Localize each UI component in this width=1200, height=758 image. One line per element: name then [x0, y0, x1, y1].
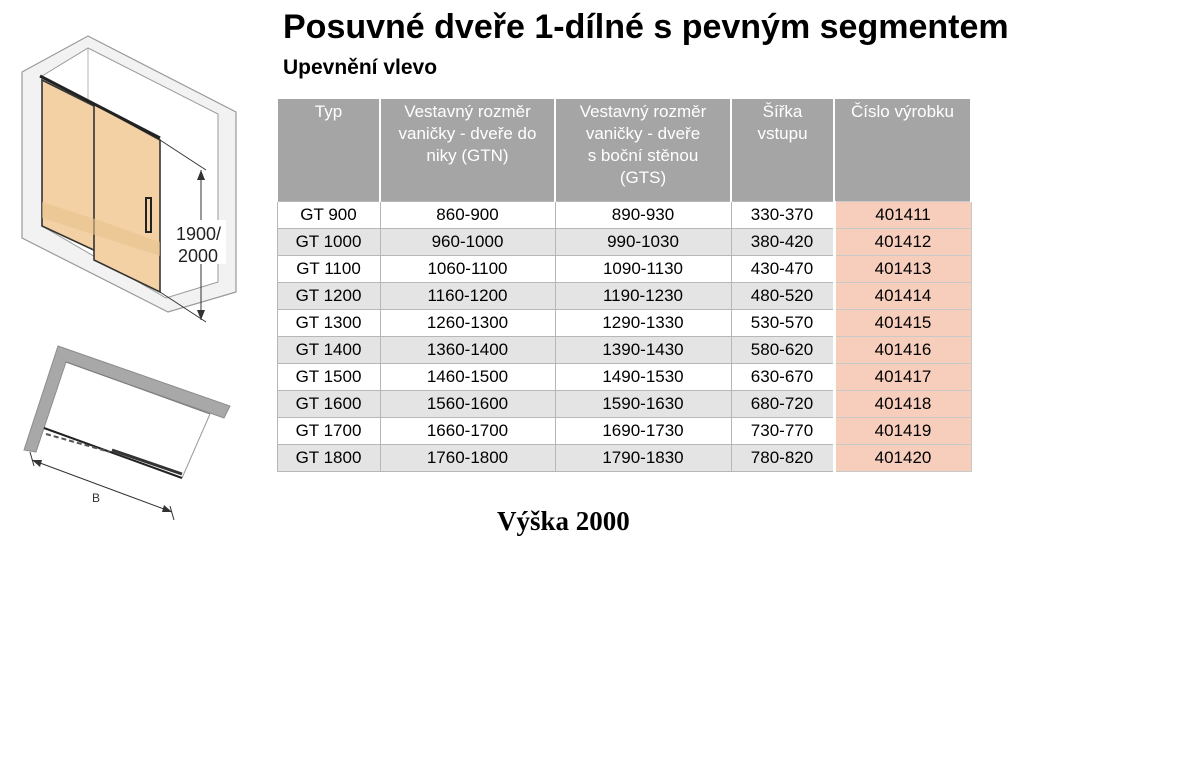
cell-typ: GT 1600	[276, 389, 381, 418]
cell-sirka: 480-520	[730, 281, 835, 310]
cell-sirka: 680-720	[730, 389, 835, 418]
cell-gtn: 860-900	[379, 200, 556, 229]
cell-gts: 1590-1630	[554, 389, 732, 418]
cell-gts: 1190-1230	[554, 281, 732, 310]
cell-typ: GT 1800	[276, 443, 381, 472]
cell-cislo: 401414	[832, 281, 972, 310]
cell-sirka: 780-820	[730, 443, 835, 472]
header-sirka: Šířka vstupu	[730, 99, 835, 201]
header-gtn: Vestavný rozměr vaničky - dveře do niky …	[379, 99, 556, 201]
table-row: GT 1000 960-1000 990-1030 380-420 401412	[276, 227, 972, 256]
cell-gts: 1090-1130	[554, 254, 732, 283]
header-typ: Typ	[276, 99, 381, 201]
cell-typ: GT 900	[276, 200, 381, 229]
cell-gts: 1290-1330	[554, 308, 732, 337]
cell-gtn: 1660-1700	[379, 416, 556, 445]
cell-cislo: 401412	[832, 227, 972, 256]
height-dimension-line1: 1900/	[176, 224, 221, 244]
cell-sirka: 580-620	[730, 335, 835, 364]
cell-gtn: 960-1000	[379, 227, 556, 256]
header-gts: Vestavný rozměr vaničky - dveře s boční …	[554, 99, 732, 201]
cell-cislo: 401413	[832, 254, 972, 283]
table-row: GT 1100 1060-1100 1090-1130 430-470 4014…	[276, 254, 972, 283]
cell-cislo: 401420	[832, 443, 972, 472]
cell-cislo: 401419	[832, 416, 972, 445]
table-row: GT 1400 1360-1400 1390-1430 580-620 4014…	[276, 335, 972, 364]
cell-sirka: 430-470	[730, 254, 835, 283]
cell-gts: 890-930	[554, 200, 732, 229]
cell-typ: GT 1300	[276, 308, 381, 337]
page-subtitle: Upevnění vlevo	[283, 56, 438, 79]
cell-cislo: 401415	[832, 308, 972, 337]
cell-cislo: 401411	[832, 200, 972, 229]
cell-gts: 1390-1430	[554, 335, 732, 364]
cell-gtn: 1260-1300	[379, 308, 556, 337]
table-row: GT 1600 1560-1600 1590-1630 680-720 4014…	[276, 389, 972, 418]
cell-typ: GT 1200	[276, 281, 381, 310]
product-table: Typ Vestavný rozměr vaničky - dveře do n…	[276, 99, 972, 472]
cell-gts: 990-1030	[554, 227, 732, 256]
cell-gtn: 1760-1800	[379, 443, 556, 472]
table-row: GT 1700 1660-1700 1690-1730 730-770 4014…	[276, 416, 972, 445]
table-header-row: Typ Vestavný rozměr vaničky - dveře do n…	[276, 99, 972, 201]
page-title: Posuvné dveře 1-dílné s pevným segmentem	[283, 8, 1009, 46]
table-row: GT 1800 1760-1800 1790-1830 780-820 4014…	[276, 443, 972, 472]
table-row: GT 1200 1160-1200 1190-1230 480-520 4014…	[276, 281, 972, 310]
cell-typ: GT 1400	[276, 335, 381, 364]
cell-gts: 1790-1830	[554, 443, 732, 472]
cell-sirka: 530-570	[730, 308, 835, 337]
cell-typ: GT 1000	[276, 227, 381, 256]
table-row: GT 1300 1260-1300 1290-1330 530-570 4014…	[276, 308, 972, 337]
cell-cislo: 401417	[832, 362, 972, 391]
table-row: GT 900 860-900 890-930 330-370 401411	[276, 200, 972, 229]
cell-gts: 1490-1530	[554, 362, 732, 391]
cell-gts: 1690-1730	[554, 416, 732, 445]
cell-gtn: 1160-1200	[379, 281, 556, 310]
cell-cislo: 401416	[832, 335, 972, 364]
cell-cislo: 401418	[832, 389, 972, 418]
height-dimension-line2: 2000	[178, 246, 218, 266]
cell-sirka: 730-770	[730, 416, 835, 445]
height-note: Výška 2000	[497, 506, 630, 536]
cell-sirka: 330-370	[730, 200, 835, 229]
enclosure-3d-illustration: 1900/ 2000	[21, 35, 237, 323]
header-cislo: Číslo výrobku	[833, 99, 972, 201]
cell-sirka: 380-420	[730, 227, 835, 256]
cell-typ: GT 1700	[276, 416, 381, 445]
cell-gtn: 1060-1100	[379, 254, 556, 283]
door-handle-icon	[145, 197, 152, 233]
enclosure-plan-illustration: B	[23, 345, 231, 521]
cell-sirka: 630-670	[730, 362, 835, 391]
cell-gtn: 1360-1400	[379, 335, 556, 364]
width-dimension-label: B	[92, 491, 100, 505]
table-row: GT 1500 1460-1500 1490-1530 630-670 4014…	[276, 362, 972, 391]
cell-typ: GT 1100	[276, 254, 381, 283]
cell-typ: GT 1500	[276, 362, 381, 391]
cell-gtn: 1460-1500	[379, 362, 556, 391]
cell-gtn: 1560-1600	[379, 389, 556, 418]
